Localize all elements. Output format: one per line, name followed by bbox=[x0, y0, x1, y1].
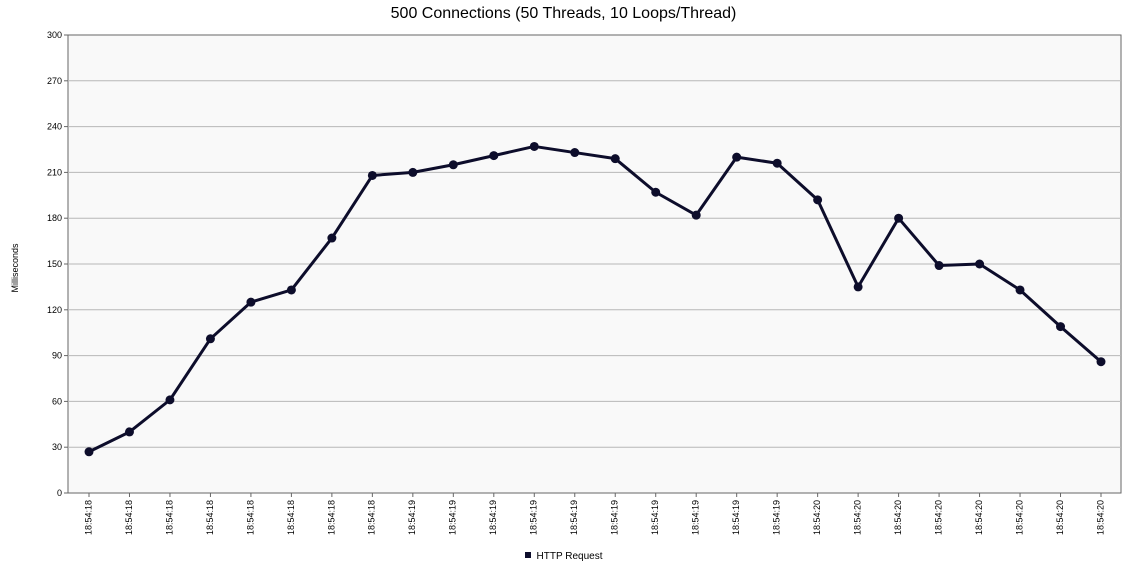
x-tick-label: 18:54:18 bbox=[286, 500, 296, 535]
data-point bbox=[813, 195, 823, 205]
y-tick-label: 120 bbox=[47, 305, 62, 315]
x-tick-label: 18:54:20 bbox=[933, 500, 943, 535]
data-point bbox=[934, 261, 944, 271]
series-layer bbox=[84, 141, 1106, 457]
data-point bbox=[1015, 285, 1025, 295]
y-tick-label: 0 bbox=[57, 488, 62, 498]
data-point bbox=[570, 148, 580, 158]
y-tick-label: 90 bbox=[52, 351, 62, 361]
y-tick-label: 210 bbox=[47, 167, 62, 177]
data-point bbox=[651, 187, 661, 197]
x-tick-label: 18:54:20 bbox=[974, 500, 984, 535]
data-point bbox=[205, 334, 215, 344]
x-tick-label: 18:54:19 bbox=[650, 500, 660, 535]
x-tick-label: 18:54:20 bbox=[852, 500, 862, 535]
y-tick-label: 270 bbox=[47, 76, 62, 86]
data-point bbox=[286, 285, 296, 295]
x-tick-label: 18:54:20 bbox=[812, 500, 822, 535]
x-tick-label: 18:54:18 bbox=[326, 500, 336, 535]
data-point bbox=[1096, 357, 1106, 367]
x-tick-label: 18:54:19 bbox=[731, 500, 741, 535]
x-tick-label: 18:54:18 bbox=[164, 500, 174, 535]
y-axis-ticks: 0 30 60 90 120 150 180 210 240 270 300 bbox=[47, 30, 68, 498]
x-tick-label: 18:54:18 bbox=[245, 500, 255, 535]
y-tick-label: 60 bbox=[52, 396, 62, 406]
x-tick-label: 18:54:19 bbox=[448, 500, 458, 535]
x-tick-label: 18:54:19 bbox=[569, 500, 579, 535]
data-point bbox=[1056, 322, 1066, 332]
x-tick-label: 18:54:19 bbox=[772, 500, 782, 535]
data-point bbox=[327, 233, 337, 243]
data-point bbox=[489, 151, 499, 161]
grid-lines bbox=[68, 80, 1121, 448]
x-tick-label: 18:54:20 bbox=[1014, 500, 1024, 535]
data-point bbox=[367, 170, 377, 180]
y-axis-label: Milliseconds bbox=[10, 243, 20, 293]
y-tick-label: 240 bbox=[47, 122, 62, 132]
data-point bbox=[691, 210, 701, 220]
y-tick-label: 30 bbox=[52, 442, 62, 452]
legend: HTTP Request bbox=[0, 551, 1127, 562]
y-tick-label: 180 bbox=[47, 213, 62, 223]
x-tick-label: 18:54:19 bbox=[691, 500, 701, 535]
data-point bbox=[165, 395, 175, 405]
data-point bbox=[975, 259, 985, 269]
data-point bbox=[529, 141, 539, 151]
x-tick-label: 18:54:19 bbox=[529, 500, 539, 535]
x-tick-label: 18:54:20 bbox=[893, 500, 903, 535]
data-point bbox=[732, 152, 742, 162]
x-tick-label: 18:54:20 bbox=[1055, 500, 1065, 535]
x-tick-label: 18:54:19 bbox=[407, 500, 417, 535]
x-tick-label: 18:54:18 bbox=[124, 500, 134, 535]
chart-title: 500 Connections (50 Threads, 10 Loops/Th… bbox=[390, 5, 737, 22]
y-tick-label: 150 bbox=[47, 259, 62, 269]
data-point bbox=[610, 154, 620, 164]
x-tick-label: 18:54:18 bbox=[83, 500, 93, 535]
data-point bbox=[853, 282, 863, 292]
x-tick-label: 18:54:18 bbox=[367, 500, 377, 535]
x-tick-label: 18:54:19 bbox=[610, 500, 620, 535]
data-point bbox=[894, 213, 904, 223]
data-point bbox=[408, 167, 418, 177]
legend-label: HTTP Request bbox=[536, 551, 603, 562]
y-tick-label: 300 bbox=[47, 30, 62, 40]
legend-swatch bbox=[524, 552, 531, 559]
data-point bbox=[84, 447, 94, 457]
data-point bbox=[124, 427, 134, 437]
x-tick-label: 18:54:19 bbox=[488, 500, 498, 535]
data-point bbox=[246, 297, 256, 307]
data-point bbox=[448, 160, 458, 170]
x-tick-label: 18:54:18 bbox=[205, 500, 215, 535]
series-line bbox=[88, 144, 1102, 454]
data-point bbox=[772, 158, 782, 168]
x-axis-ticks: 18:54:18 18:54:18 18:54:18 18:54:18 18:54:18… bbox=[83, 493, 1105, 535]
x-tick-label: 18:54:20 bbox=[1095, 500, 1105, 535]
